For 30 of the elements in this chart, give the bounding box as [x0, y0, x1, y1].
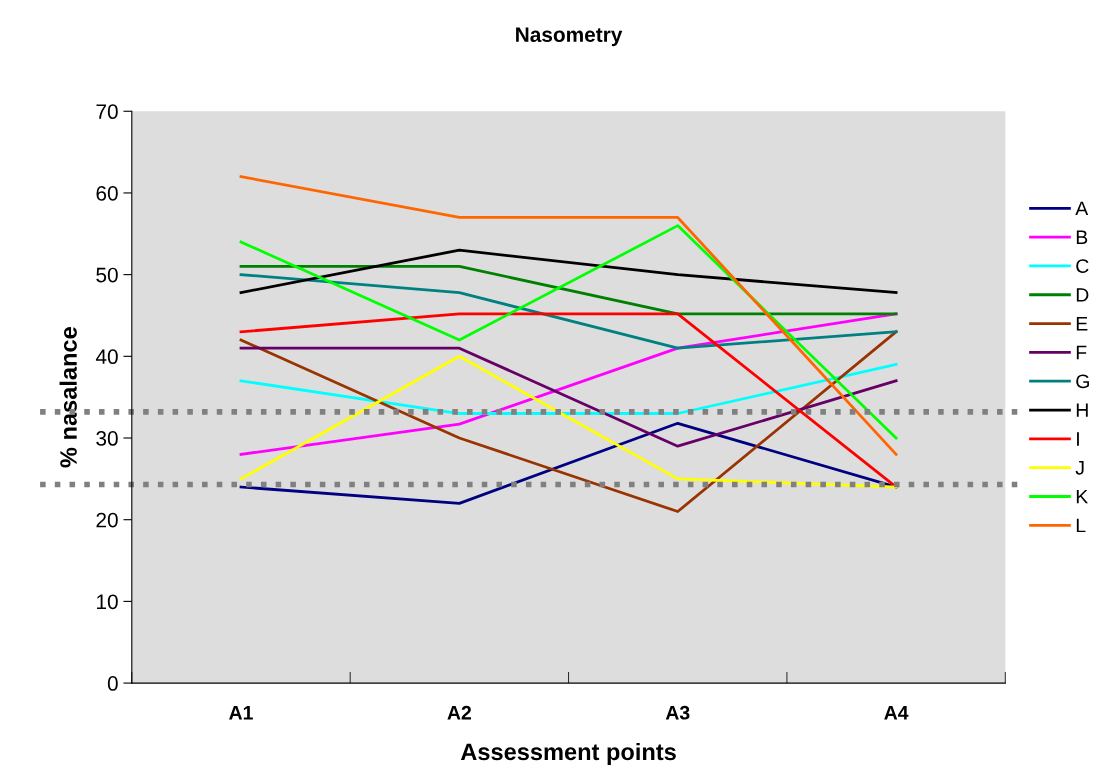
x-axis-title: Assessment points [460, 742, 676, 765]
y-axis-title: % nasalance [59, 327, 77, 468]
x-tick-label: A2 [447, 705, 472, 720]
y-tick-label: 10 [97, 594, 118, 610]
y-tick-label: 40 [95, 349, 118, 365]
legend-label: K [1076, 489, 1089, 504]
legend-label: F [1076, 345, 1087, 360]
legend-label: C [1076, 259, 1089, 273]
legend-label: D [1076, 288, 1089, 302]
x-tick-label: A3 [665, 705, 690, 720]
line-series [239, 330, 898, 513]
chart-title: Nasometry [516, 27, 623, 47]
y-tick-label: 70 [96, 104, 118, 120]
y-tick-label: 20 [96, 512, 118, 528]
legend-label: G [1076, 374, 1089, 389]
legend-label: E [1076, 317, 1088, 331]
line-series [239, 224, 898, 440]
y-tick-label: 30 [96, 431, 118, 446]
legend-label: H [1076, 403, 1088, 417]
y-tick-label: 50 [96, 267, 118, 283]
legend-label: L [1076, 518, 1086, 533]
x-tick-label: A4 [884, 706, 909, 720]
legend-label: J [1075, 461, 1084, 475]
line-series [239, 273, 898, 350]
x-tick-label: A1 [229, 706, 253, 720]
legend-label: I [1077, 432, 1079, 446]
y-tick-label: 60 [96, 185, 118, 201]
legend-label: B [1076, 230, 1088, 244]
y-tick-label: 0 [107, 676, 118, 691]
legend-label: A [1075, 201, 1089, 216]
